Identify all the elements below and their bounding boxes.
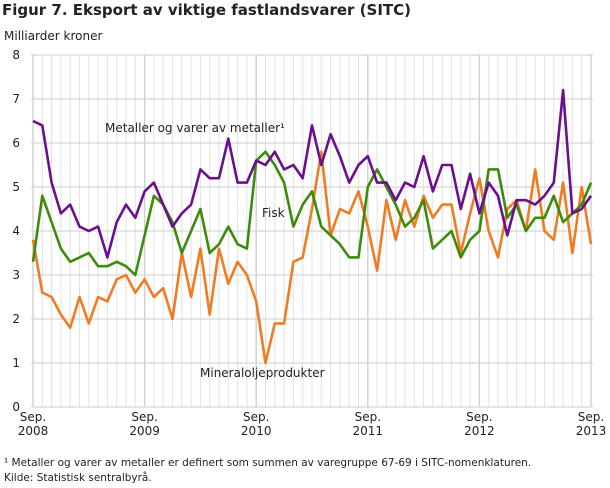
x-tick-month: Sep. xyxy=(578,410,604,424)
y-tick-label: 7 xyxy=(12,92,20,106)
x-tick-year: 2009 xyxy=(129,424,160,438)
x-tick-year: 2011 xyxy=(353,424,384,438)
y-tick-label: 4 xyxy=(12,224,20,238)
x-tick-year: 2012 xyxy=(464,424,495,438)
y-tick-label: 2 xyxy=(12,312,20,326)
y-tick-label: 8 xyxy=(12,48,20,62)
footnote: ¹ Metaller og varer av metaller er defin… xyxy=(4,457,532,469)
series-label: Mineraloljeprodukter xyxy=(200,366,325,380)
chart-title: Figur 7. Eksport av viktige fastlandsvar… xyxy=(2,1,412,19)
x-tick-month: Sep. xyxy=(131,410,157,424)
x-tick-year: 2010 xyxy=(241,424,272,438)
x-tick-month: Sep. xyxy=(355,410,381,424)
y-tick-label: 0 xyxy=(12,400,20,414)
x-tick-year: 2013 xyxy=(576,424,607,438)
source-note: Kilde: Statistisk sentralbyrå. xyxy=(4,472,152,484)
y-tick-label: 6 xyxy=(12,136,20,150)
x-tick-month: Sep. xyxy=(466,410,492,424)
y-axis-label: Milliarder kroner xyxy=(4,29,103,43)
y-tick-label: 3 xyxy=(12,268,20,282)
series-label: Fisk xyxy=(262,206,285,220)
x-tick-month: Sep. xyxy=(243,410,269,424)
y-tick-label: 5 xyxy=(12,180,20,194)
y-tick-label: 1 xyxy=(12,356,20,370)
x-tick-month: Sep. xyxy=(20,410,46,424)
series-label: Metaller og varer av metaller¹ xyxy=(105,121,285,135)
x-tick-year: 2008 xyxy=(18,424,49,438)
